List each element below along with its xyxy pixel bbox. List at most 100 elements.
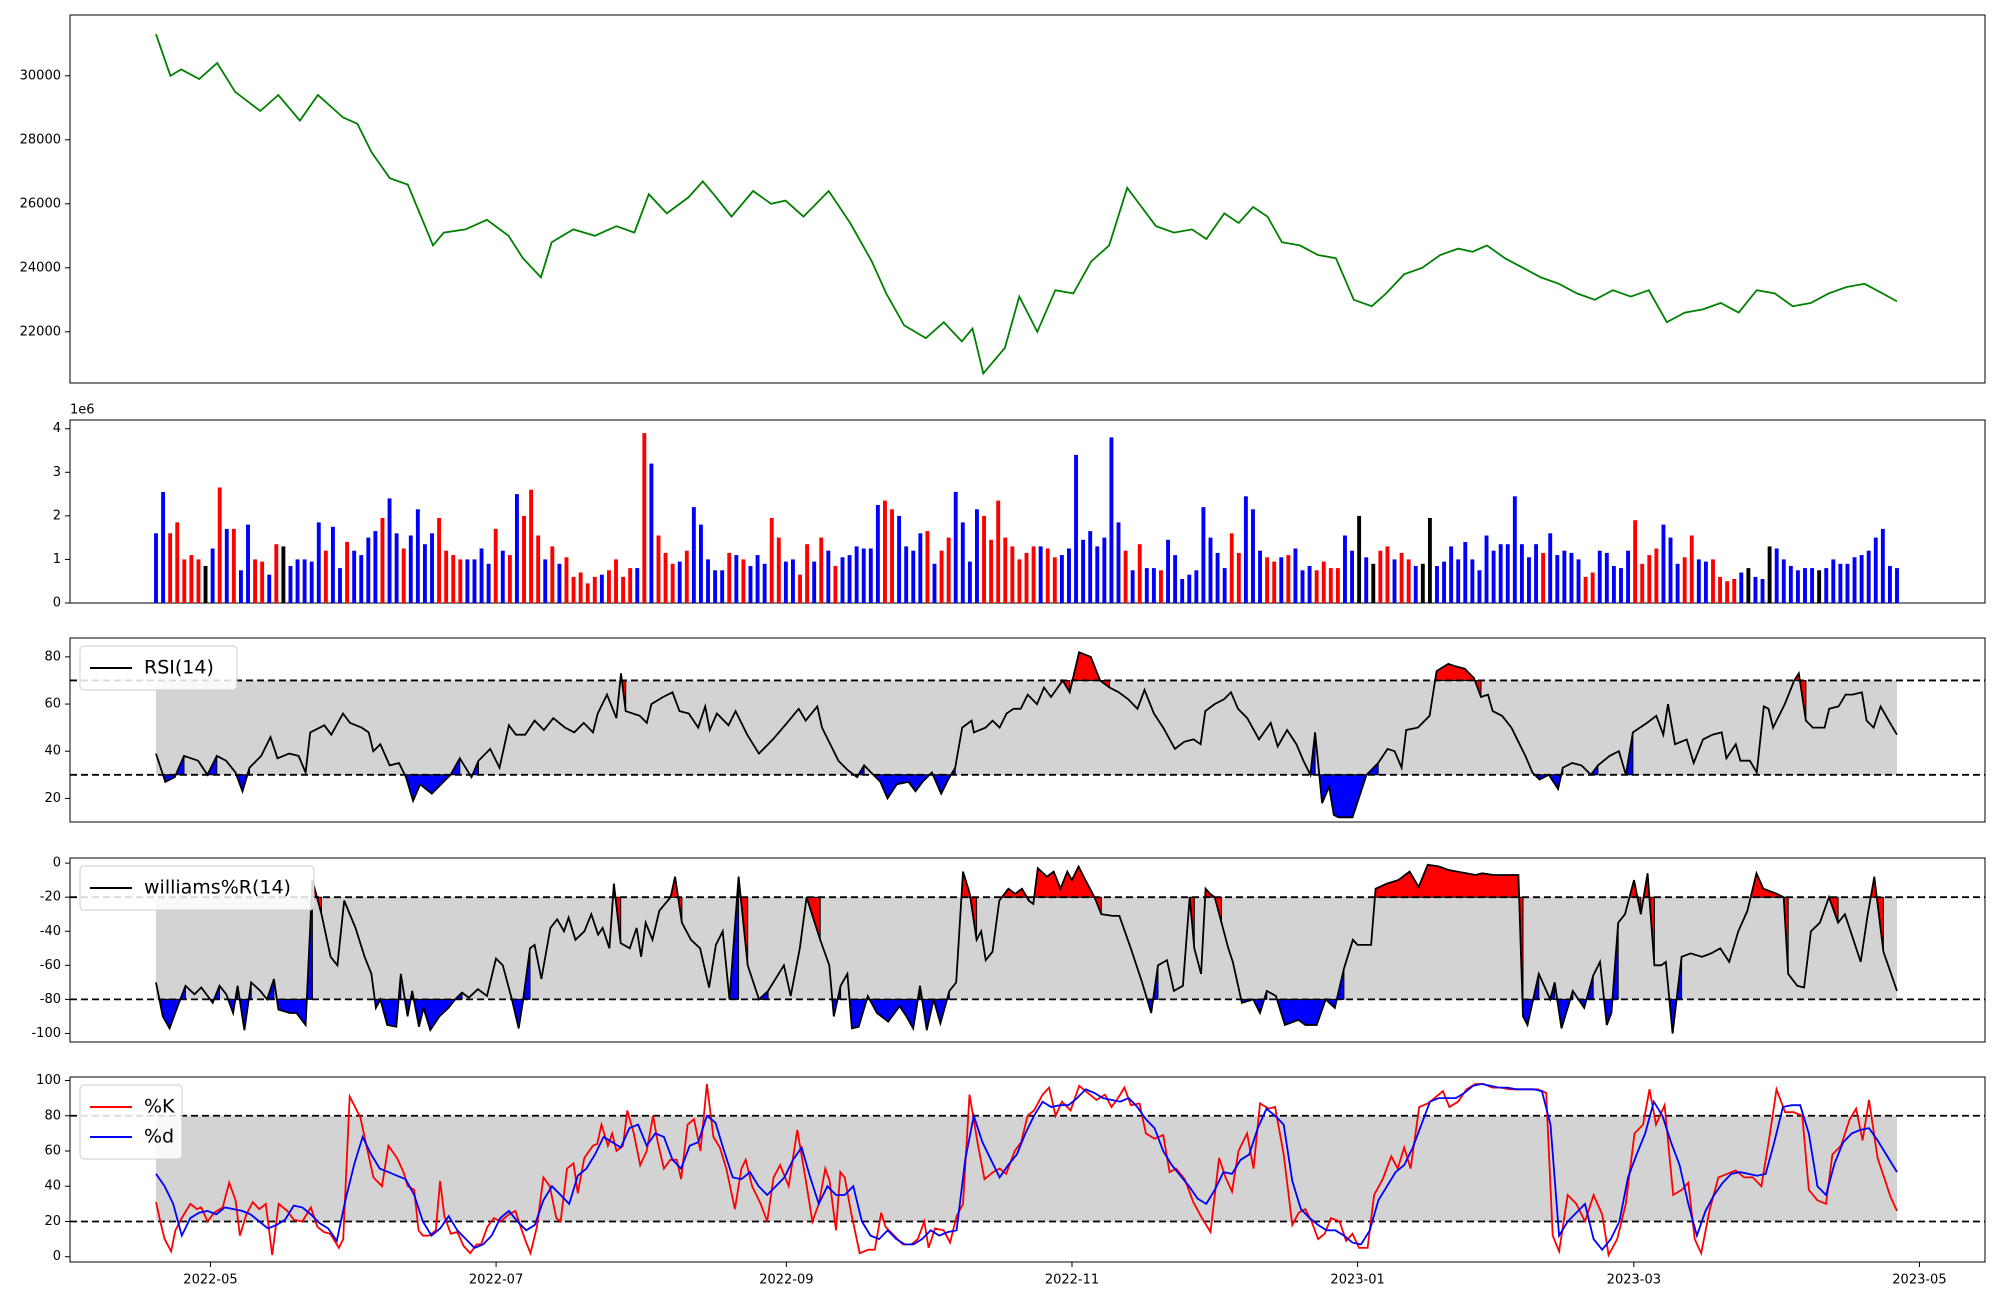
volume-bar (960, 522, 965, 603)
volume-bar (154, 533, 158, 603)
volume-bar (514, 494, 519, 603)
volume-bar (1774, 548, 1779, 603)
volume-bar (847, 555, 852, 603)
volume-bar (465, 559, 470, 603)
volume-bar (1378, 550, 1383, 603)
volume-bar (1385, 546, 1390, 603)
volume-bar (288, 566, 293, 603)
volume-bar (1406, 559, 1411, 603)
volume-bar (316, 522, 321, 603)
volume-bar (394, 533, 399, 603)
y-tick-label: -60 (40, 958, 61, 973)
legend: %K %d (79, 1084, 183, 1160)
volume-bar (967, 561, 972, 603)
volume-bar (677, 561, 682, 603)
volume-bar (1208, 537, 1213, 603)
volume-bar (1781, 559, 1786, 603)
price-frame (69, 14, 1986, 384)
volume-bar (493, 528, 498, 603)
volume-bar (1668, 537, 1673, 603)
volume-bar (422, 544, 427, 603)
volume-bar (1746, 568, 1751, 603)
volume-bar (1725, 581, 1730, 603)
volume-bar (607, 570, 611, 603)
volume-bar (1767, 546, 1772, 603)
volume-bar (706, 559, 710, 603)
volume-bar (302, 559, 307, 603)
volume-bar (1732, 579, 1737, 603)
volume-bar (203, 566, 208, 603)
volume-bar (1859, 555, 1864, 603)
volume-bar (635, 568, 640, 603)
stochastic-line (155, 1083, 1898, 1252)
rsi-band (156, 680, 1897, 775)
volume-bar (274, 544, 279, 603)
volume-bar (1102, 537, 1107, 603)
volume-bar (1427, 518, 1432, 603)
y-tick-label: 60 (44, 1144, 61, 1159)
volume-bar (1052, 557, 1057, 604)
volume-bar (1795, 570, 1800, 603)
volume-bar (1753, 576, 1758, 603)
volume-bar (1003, 537, 1008, 603)
volume-bar (1682, 557, 1687, 604)
y-tick-label: 24000 (20, 260, 61, 275)
volume-bar (932, 563, 937, 603)
volume-bar (713, 570, 718, 603)
legend-box (79, 1084, 183, 1160)
volume-bar (444, 550, 449, 603)
volume-bar (366, 537, 371, 603)
volume-bar (253, 559, 258, 603)
volume-bar (833, 566, 838, 603)
volume-bar (592, 576, 597, 603)
volume-bar (1604, 552, 1609, 603)
volume-bar (1038, 546, 1043, 603)
y-tick-label: 4 (53, 421, 61, 436)
volume-bar (996, 500, 1001, 603)
volume-bar (1442, 561, 1446, 603)
volume-bar (1229, 533, 1234, 603)
volume-bar (1166, 539, 1170, 603)
volume-bar (1675, 563, 1680, 603)
legend-label: RSI(14) (144, 657, 214, 679)
volume-bar (1739, 572, 1744, 603)
volume-bar (1392, 559, 1397, 603)
volume-bar (975, 509, 979, 603)
volume-bar (939, 550, 944, 603)
volume-bar (1534, 544, 1538, 603)
volume-bar (1562, 550, 1567, 603)
y-tick-label: 20 (44, 791, 61, 806)
volume-bar (536, 535, 541, 603)
volume-bar (1838, 563, 1843, 603)
volume-bar (359, 555, 364, 603)
volume-bar (727, 552, 732, 603)
volume-bar (614, 559, 618, 603)
volume-bar (1484, 535, 1489, 603)
volume-bar (1364, 557, 1369, 604)
volume-bar (925, 531, 930, 603)
y-tick-label: 26000 (20, 196, 61, 211)
y-tick-label: 60 (44, 697, 61, 712)
volume-bar (1817, 570, 1822, 603)
volume-bar (1251, 509, 1255, 603)
volume-bar (1017, 559, 1022, 603)
volume-bar (911, 550, 916, 603)
volume-bar (1130, 570, 1135, 603)
volume-bar (720, 570, 725, 603)
williams-r-panel: -100 -80 -60 -40 -20 0 williams%R(14) (31, 856, 1986, 1043)
legend: williams%R(14) (79, 865, 315, 911)
volume-bar (217, 487, 222, 603)
rsi-panel: 20 40 60 80 RSI(14) (44, 637, 1986, 823)
volume-bar (1031, 546, 1036, 603)
volume-bar (946, 537, 951, 603)
volume-bar (401, 548, 406, 603)
volume-bar (451, 555, 456, 603)
volume-bar (776, 537, 781, 603)
volume-bar (458, 559, 463, 603)
volume-bar (812, 561, 817, 603)
volume-bar (783, 561, 788, 603)
volume-bar (1307, 566, 1312, 603)
volume-bar (663, 552, 668, 603)
volume-bar (670, 563, 675, 603)
volume-bar (1187, 574, 1192, 603)
